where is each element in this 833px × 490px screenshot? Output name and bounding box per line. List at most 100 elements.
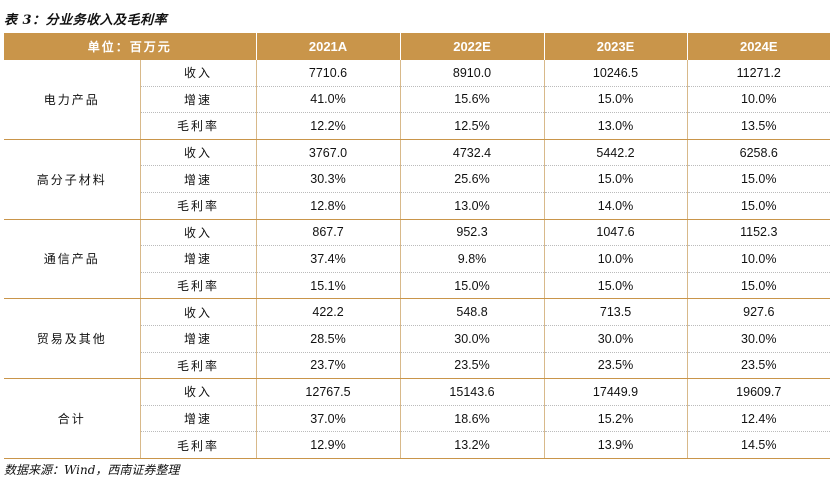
value-cell: 12.5% xyxy=(399,112,545,140)
value-cell: 927.6 xyxy=(686,298,831,326)
value-cell: 15.0% xyxy=(686,192,831,220)
segment-name: 贸易及其他 xyxy=(4,298,140,380)
value-cell: 10.0% xyxy=(686,86,831,114)
table-row: 通信产品 收入 867.7 952.3 1047.6 1152.3 xyxy=(4,219,831,300)
value-cell: 8910.0 xyxy=(399,60,545,87)
value-cell: 15.2% xyxy=(543,405,688,433)
metric-label: 收入 xyxy=(139,298,257,326)
value-cell: 1047.6 xyxy=(543,219,688,247)
metric-label: 毛利率 xyxy=(139,272,257,300)
value-cell: 15.0% xyxy=(543,272,688,300)
value-cell: 15.0% xyxy=(543,86,688,114)
value-cell: 15.1% xyxy=(255,272,401,300)
table-row: 毛利率 12.8% 13.0% 14.0% 15.0% xyxy=(4,192,831,220)
table-row: 增速 37.4% 9.8% 10.0% 10.0% xyxy=(4,245,831,273)
value-cell: 952.3 xyxy=(399,219,545,247)
metric-label: 收入 xyxy=(139,219,257,247)
value-cell: 30.0% xyxy=(686,325,831,353)
value-cell: 14.0% xyxy=(543,192,688,220)
value-cell: 30.3% xyxy=(255,165,401,193)
segment-name: 高分子材料 xyxy=(4,139,140,220)
value-cell: 7710.6 xyxy=(255,60,401,87)
value-cell: 37.4% xyxy=(255,245,401,273)
value-cell: 23.7% xyxy=(255,352,401,380)
table-row: 合计 收入 12767.5 15143.6 17449.9 19609.7 xyxy=(4,378,831,459)
value-cell: 19609.7 xyxy=(686,378,831,406)
metric-label: 增速 xyxy=(139,245,257,273)
year-header: 2024E xyxy=(686,33,831,60)
value-cell: 30.0% xyxy=(399,325,545,353)
value-cell: 10.0% xyxy=(543,245,688,273)
source-note: 数据来源：Wind，西南证券整理 xyxy=(4,463,180,477)
value-cell: 37.0% xyxy=(255,405,401,433)
table-row: 增速 37.0% 18.6% 15.2% 12.4% xyxy=(4,405,831,433)
metric-label: 毛利率 xyxy=(139,352,257,380)
segment-name: 电力产品 xyxy=(4,60,140,140)
value-cell: 422.2 xyxy=(255,298,401,326)
metric-label: 增速 xyxy=(139,165,257,193)
value-cell: 12.2% xyxy=(255,112,401,140)
value-cell: 15.0% xyxy=(686,165,831,193)
value-cell: 17449.9 xyxy=(543,378,688,406)
table-row: 增速 30.3% 25.6% 15.0% 15.0% xyxy=(4,165,831,193)
table-row: 增速 41.0% 15.6% 15.0% 10.0% xyxy=(4,86,831,114)
value-cell: 13.9% xyxy=(543,431,688,459)
metric-label: 毛利率 xyxy=(139,112,257,140)
value-cell: 6258.6 xyxy=(686,139,831,167)
table-row: 贸易及其他 收入 422.2 548.8 713.5 927.6 xyxy=(4,298,831,380)
value-cell: 23.5% xyxy=(543,352,688,380)
metric-label: 增速 xyxy=(139,325,257,353)
year-header: 2022E xyxy=(399,33,545,60)
table-header-row: 单位：百万元 2021A 2022E 2023E 2024E xyxy=(4,33,831,60)
value-cell: 548.8 xyxy=(399,298,545,326)
value-cell: 10.0% xyxy=(686,245,831,273)
value-cell: 13.0% xyxy=(399,192,545,220)
value-cell: 13.0% xyxy=(543,112,688,140)
metric-label: 收入 xyxy=(139,139,257,167)
value-cell: 4732.4 xyxy=(399,139,545,167)
value-cell: 18.6% xyxy=(399,405,545,433)
segment-name: 合计 xyxy=(4,378,140,459)
segment-name: 通信产品 xyxy=(4,219,140,300)
value-cell: 12.8% xyxy=(255,192,401,220)
table-row: 毛利率 12.9% 13.2% 13.9% 14.5% xyxy=(4,431,831,459)
value-cell: 15.0% xyxy=(686,272,831,300)
metric-label: 毛利率 xyxy=(139,192,257,220)
table-row: 毛利率 15.1% 15.0% 15.0% 15.0% xyxy=(4,272,831,300)
value-cell: 12.9% xyxy=(255,431,401,459)
table-body: 电力产品 收入 7710.6 8910.0 10246.5 11271.2 增速 41.0% 1… xyxy=(4,60,831,459)
value-cell: 1152.3 xyxy=(686,219,831,247)
metric-label: 收入 xyxy=(139,378,257,406)
value-cell: 15143.6 xyxy=(399,378,545,406)
value-cell: 11271.2 xyxy=(686,60,831,87)
year-header: 2021A xyxy=(255,33,401,60)
table-row: 毛利率 23.7% 23.5% 23.5% 23.5% xyxy=(4,352,831,380)
value-cell: 13.2% xyxy=(399,431,545,459)
value-cell: 5442.2 xyxy=(543,139,688,167)
value-cell: 41.0% xyxy=(255,86,401,114)
value-cell: 10246.5 xyxy=(543,60,688,87)
value-cell: 15.6% xyxy=(399,86,545,114)
value-cell: 713.5 xyxy=(543,298,688,326)
value-cell: 15.0% xyxy=(399,272,545,300)
value-cell: 28.5% xyxy=(255,325,401,353)
table-row: 电力产品 收入 7710.6 8910.0 10246.5 11271.2 xyxy=(4,60,831,140)
table-row: 高分子材料 收入 3767.0 4732.4 5442.2 6258.6 xyxy=(4,139,831,220)
value-cell: 12.4% xyxy=(686,405,831,433)
metric-label: 毛利率 xyxy=(139,431,257,459)
value-cell: 14.5% xyxy=(686,431,831,459)
revenue-margin-table: 单位：百万元 2021A 2022E 2023E 2024E 电力产品 收入 771… xyxy=(4,33,831,459)
metric-label: 收入 xyxy=(139,60,257,87)
table-row: 增速 28.5% 30.0% 30.0% 30.0% xyxy=(4,325,831,353)
metric-label: 增速 xyxy=(139,405,257,433)
value-cell: 3767.0 xyxy=(255,139,401,167)
value-cell: 13.5% xyxy=(686,112,831,140)
table-caption: 表 3：分业务收入及毛利率 xyxy=(4,13,168,28)
metric-label: 增速 xyxy=(139,86,257,114)
value-cell: 23.5% xyxy=(399,352,545,380)
value-cell: 15.0% xyxy=(543,165,688,193)
value-cell: 9.8% xyxy=(399,245,545,273)
value-cell: 30.0% xyxy=(543,325,688,353)
unit-header: 单位：百万元 xyxy=(4,33,257,60)
value-cell: 23.5% xyxy=(686,352,831,380)
